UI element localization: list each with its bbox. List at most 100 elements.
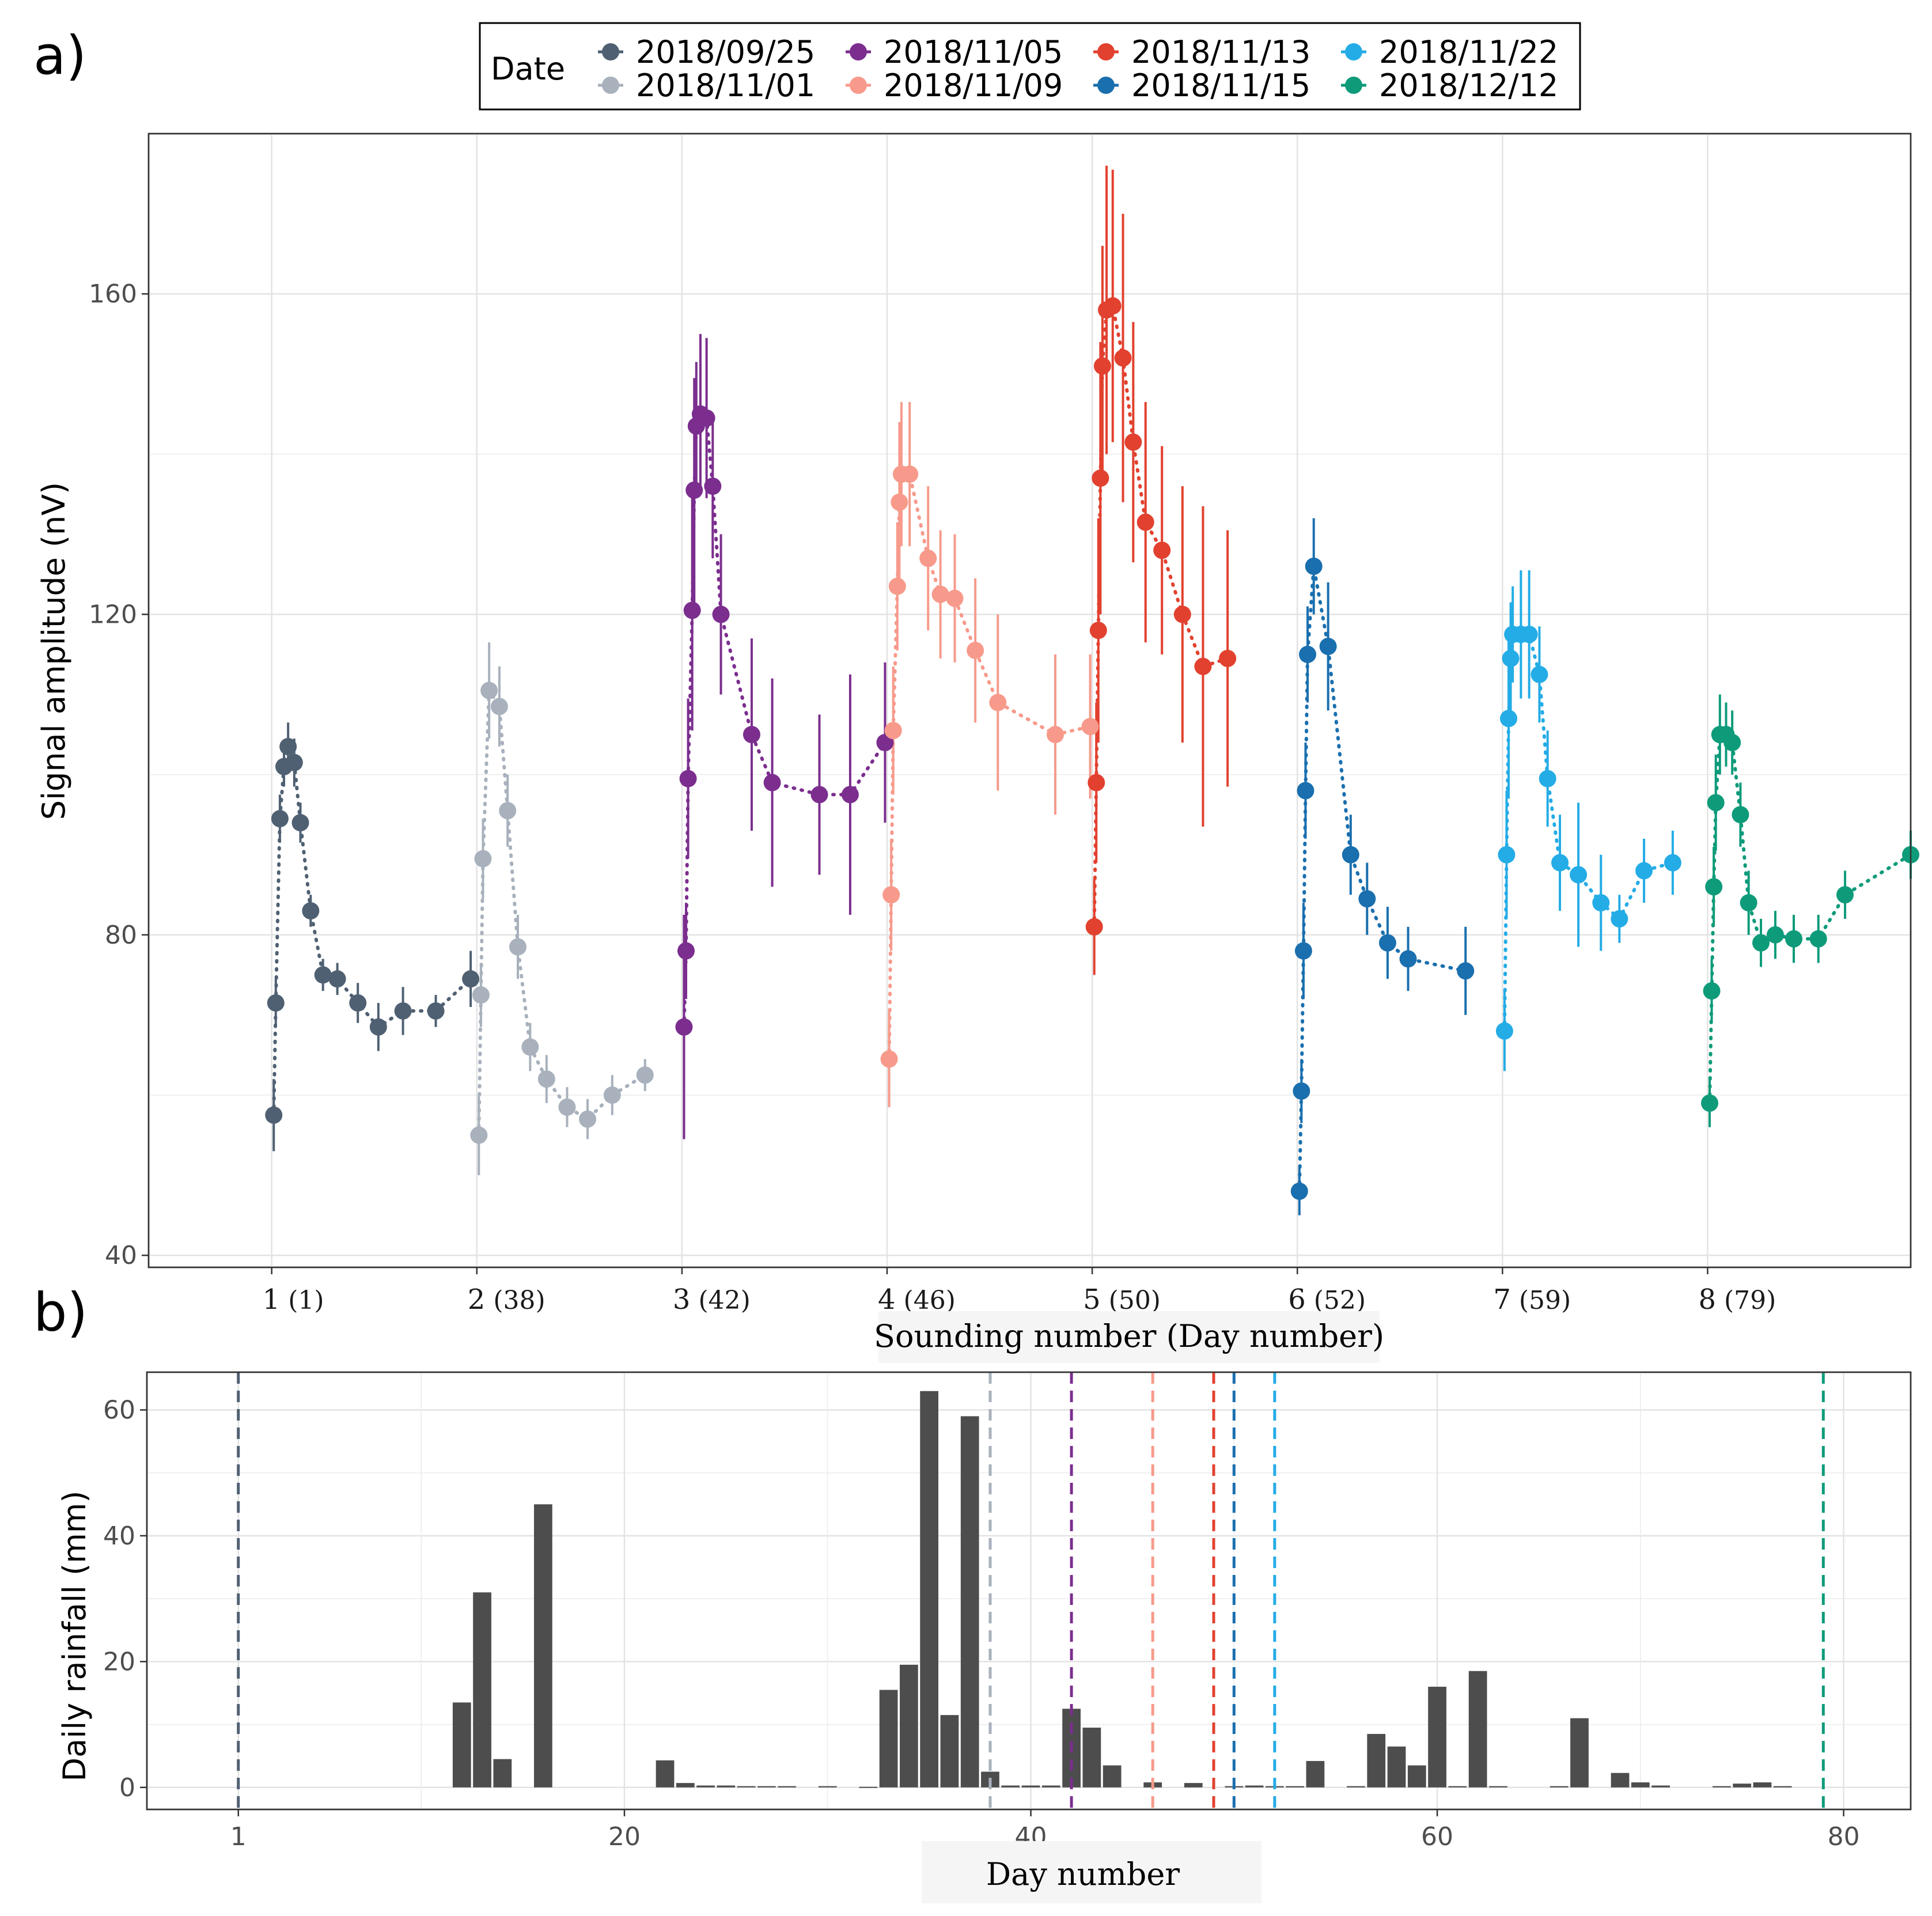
data-point: [1664, 854, 1681, 872]
rainfall-bar: [676, 1783, 695, 1788]
panel-a-plot-area: [147, 132, 1912, 1269]
x-tick-label: 6 (52): [1288, 1283, 1366, 1316]
legend-key-dot: [602, 43, 619, 60]
rainfall-bar: [534, 1504, 552, 1788]
data-point: [394, 1002, 412, 1020]
data-point: [1785, 930, 1803, 948]
rainfall-bar: [899, 1664, 918, 1788]
data-point: [603, 1086, 621, 1104]
rainfall-bar: [818, 1786, 837, 1788]
rainfall-bar: [1367, 1733, 1386, 1788]
legend-box: [479, 22, 1581, 111]
x-tick-label: 5 (50): [1083, 1283, 1161, 1316]
rainfall-bar: [1347, 1786, 1365, 1788]
rainfall-bar: [1733, 1784, 1752, 1788]
panel-a-signal-amplitude: 40 80 120 160 1 (1) 2 (38) 3 (42) 4 (46) 5 (50) 6 (52)…: [36, 132, 1919, 1363]
data-point: [537, 1070, 555, 1088]
rainfall-bar: [1306, 1760, 1325, 1788]
data-point: [509, 938, 527, 956]
legend-key-dot: [1345, 77, 1362, 94]
panel-b-y-axis-title: Daily rainfall (mm): [56, 1491, 93, 1782]
rainfall-bar: [473, 1592, 491, 1788]
data-point: [285, 753, 303, 771]
legend: Date 2018/09/252018/11/012018/11/052018/…: [479, 22, 1581, 111]
rainfall-bar: [859, 1786, 878, 1788]
x-tick-label: 7 (59): [1493, 1283, 1571, 1316]
data-point: [462, 970, 480, 988]
rainfall-bar: [1001, 1785, 1020, 1788]
data-point: [919, 550, 937, 567]
data-point: [880, 1050, 898, 1068]
data-point: [1766, 926, 1784, 944]
rainfall-bar: [1631, 1782, 1650, 1788]
x-tick-label: 4 (46): [878, 1283, 956, 1316]
data-point: [1539, 770, 1556, 787]
data-point: [1457, 962, 1475, 980]
data-point: [884, 722, 902, 740]
rainfall-bar: [1713, 1786, 1731, 1788]
rainfall-bar: [757, 1786, 776, 1788]
data-point: [265, 1106, 283, 1124]
data-point: [1089, 622, 1107, 639]
x-tick-label: 8 (79): [1698, 1283, 1776, 1316]
x-tick-label: 2 (38): [468, 1283, 545, 1316]
data-point: [369, 1018, 387, 1036]
data-point: [267, 994, 285, 1012]
data-point: [1740, 894, 1757, 912]
data-point: [1732, 806, 1749, 824]
legend-title: Date: [491, 51, 565, 87]
data-point: [931, 585, 949, 603]
data-point: [1611, 910, 1628, 927]
y-tick-label: 20: [103, 1647, 135, 1676]
data-point: [271, 810, 289, 828]
rainfall-bar: [1021, 1785, 1040, 1788]
rainfall-bar: [1448, 1786, 1467, 1788]
data-point: [1124, 433, 1142, 451]
data-point: [1498, 846, 1516, 864]
rainfall-bar: [879, 1690, 898, 1788]
series-line-2018/11/09: [887, 472, 1092, 1061]
y-tick-label: 40: [103, 1521, 135, 1551]
panel-b-plot-area: [146, 1371, 1912, 1811]
x-tick-label: 60: [1421, 1822, 1453, 1851]
data-point: [1705, 878, 1723, 896]
legend-label: 2018/09/25: [636, 34, 815, 70]
data-point: [279, 737, 297, 755]
rainfall-bar: [717, 1785, 736, 1788]
legend-key-dot: [1097, 77, 1115, 94]
data-point: [675, 1018, 693, 1036]
rainfall-bar: [656, 1760, 675, 1788]
data-point: [1294, 942, 1312, 960]
legend-key-dot: [850, 77, 867, 94]
panel-b-x-axis-title: Day number: [986, 1856, 1180, 1892]
data-point: [677, 942, 695, 960]
rainfall-bar: [1611, 1773, 1630, 1788]
data-point: [291, 814, 309, 832]
panel-label-a: a): [33, 25, 86, 86]
data-point: [490, 698, 508, 715]
data-point: [636, 1066, 654, 1084]
rainfall-bar: [1753, 1782, 1772, 1788]
data-point: [698, 409, 715, 427]
rainfall-bar: [1082, 1728, 1101, 1788]
rainfall-bar: [1468, 1671, 1487, 1788]
rainfall-bar: [1103, 1765, 1122, 1788]
rainfall-bar: [920, 1391, 939, 1788]
data-point: [1194, 657, 1212, 675]
data-point: [499, 802, 517, 820]
data-point: [1299, 646, 1317, 664]
data-point: [1305, 558, 1323, 575]
data-point: [743, 726, 760, 744]
data-point: [1093, 357, 1111, 375]
legend-key-dot: [850, 43, 867, 60]
data-point: [1342, 846, 1359, 864]
data-point: [685, 481, 703, 499]
data-point: [349, 994, 367, 1012]
rainfall-bar: [452, 1702, 471, 1788]
legend-key-dot: [602, 77, 619, 94]
data-point: [1378, 934, 1396, 952]
data-point: [1088, 774, 1105, 792]
x-tick-label: 80: [1828, 1822, 1860, 1851]
